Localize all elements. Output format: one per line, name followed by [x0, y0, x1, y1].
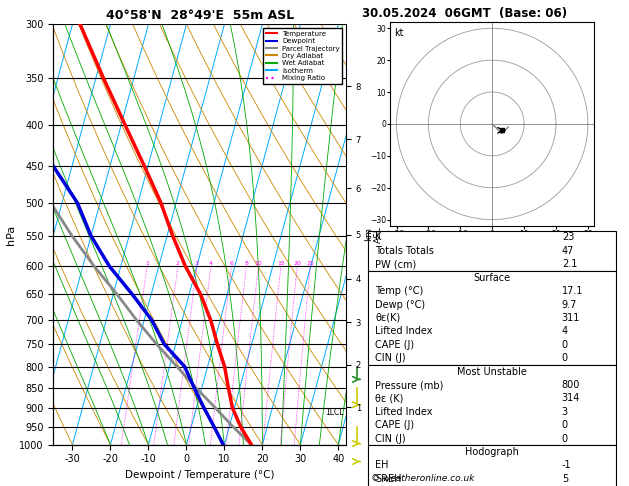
Text: 4: 4: [209, 261, 213, 266]
Text: K: K: [376, 232, 382, 243]
Text: 5: 5: [562, 474, 568, 484]
Text: 30.05.2024  06GMT  (Base: 06): 30.05.2024 06GMT (Base: 06): [362, 7, 567, 20]
Text: 8: 8: [245, 261, 248, 266]
Text: 800: 800: [562, 380, 580, 390]
Text: Lifted Index: Lifted Index: [376, 327, 433, 336]
Text: 3: 3: [562, 407, 568, 417]
Text: 0: 0: [562, 420, 568, 430]
Legend: Temperature, Dewpoint, Parcel Trajectory, Dry Adiabat, Wet Adiabat, Isotherm, Mi: Temperature, Dewpoint, Parcel Trajectory…: [264, 28, 342, 84]
Text: 23: 23: [562, 232, 574, 243]
X-axis label: Dewpoint / Temperature (°C): Dewpoint / Temperature (°C): [125, 470, 274, 480]
Text: 47: 47: [562, 246, 574, 256]
Text: © weatheronline.co.uk: © weatheronline.co.uk: [371, 474, 475, 483]
Text: 25: 25: [306, 261, 314, 266]
Text: 2.1: 2.1: [562, 260, 577, 269]
Text: 9.7: 9.7: [562, 299, 577, 310]
Text: PW (cm): PW (cm): [376, 260, 416, 269]
Text: 10: 10: [255, 261, 262, 266]
Text: 3: 3: [195, 261, 199, 266]
Text: 17.1: 17.1: [562, 286, 583, 296]
Text: 1: 1: [145, 261, 149, 266]
Text: Pressure (mb): Pressure (mb): [376, 380, 444, 390]
FancyBboxPatch shape: [368, 231, 616, 271]
Text: kt: kt: [394, 28, 404, 38]
Text: 314: 314: [562, 394, 580, 403]
Text: θε (K): θε (K): [376, 394, 404, 403]
Text: 1LCL: 1LCL: [326, 408, 344, 417]
Text: 4: 4: [562, 327, 568, 336]
Y-axis label: km
ASL: km ASL: [364, 226, 383, 243]
Text: 311: 311: [562, 313, 580, 323]
Text: 6: 6: [230, 261, 233, 266]
Text: 0: 0: [562, 353, 568, 363]
FancyBboxPatch shape: [368, 271, 616, 365]
Text: Most Unstable: Most Unstable: [457, 366, 527, 377]
Text: Temp (°C): Temp (°C): [376, 286, 424, 296]
Title: 40°58'N  28°49'E  55m ASL: 40°58'N 28°49'E 55m ASL: [106, 9, 294, 22]
Text: Totals Totals: Totals Totals: [376, 246, 434, 256]
Text: 20: 20: [293, 261, 301, 266]
Text: 0: 0: [562, 340, 568, 350]
Text: 15: 15: [277, 261, 285, 266]
Text: Surface: Surface: [474, 273, 511, 283]
Text: 2: 2: [176, 261, 180, 266]
Text: Lifted Index: Lifted Index: [376, 407, 433, 417]
Y-axis label: hPa: hPa: [6, 225, 16, 244]
Text: -1: -1: [562, 461, 571, 470]
Text: Dewp (°C): Dewp (°C): [376, 299, 426, 310]
Text: θε(K): θε(K): [376, 313, 401, 323]
Text: SREH: SREH: [376, 474, 402, 484]
Text: CIN (J): CIN (J): [376, 434, 406, 444]
Text: Hodograph: Hodograph: [465, 447, 519, 457]
FancyBboxPatch shape: [368, 365, 616, 445]
Text: CAPE (J): CAPE (J): [376, 420, 415, 430]
Text: 0: 0: [562, 434, 568, 444]
Text: CAPE (J): CAPE (J): [376, 340, 415, 350]
Text: EH: EH: [376, 461, 389, 470]
Text: CIN (J): CIN (J): [376, 353, 406, 363]
FancyBboxPatch shape: [368, 445, 616, 486]
